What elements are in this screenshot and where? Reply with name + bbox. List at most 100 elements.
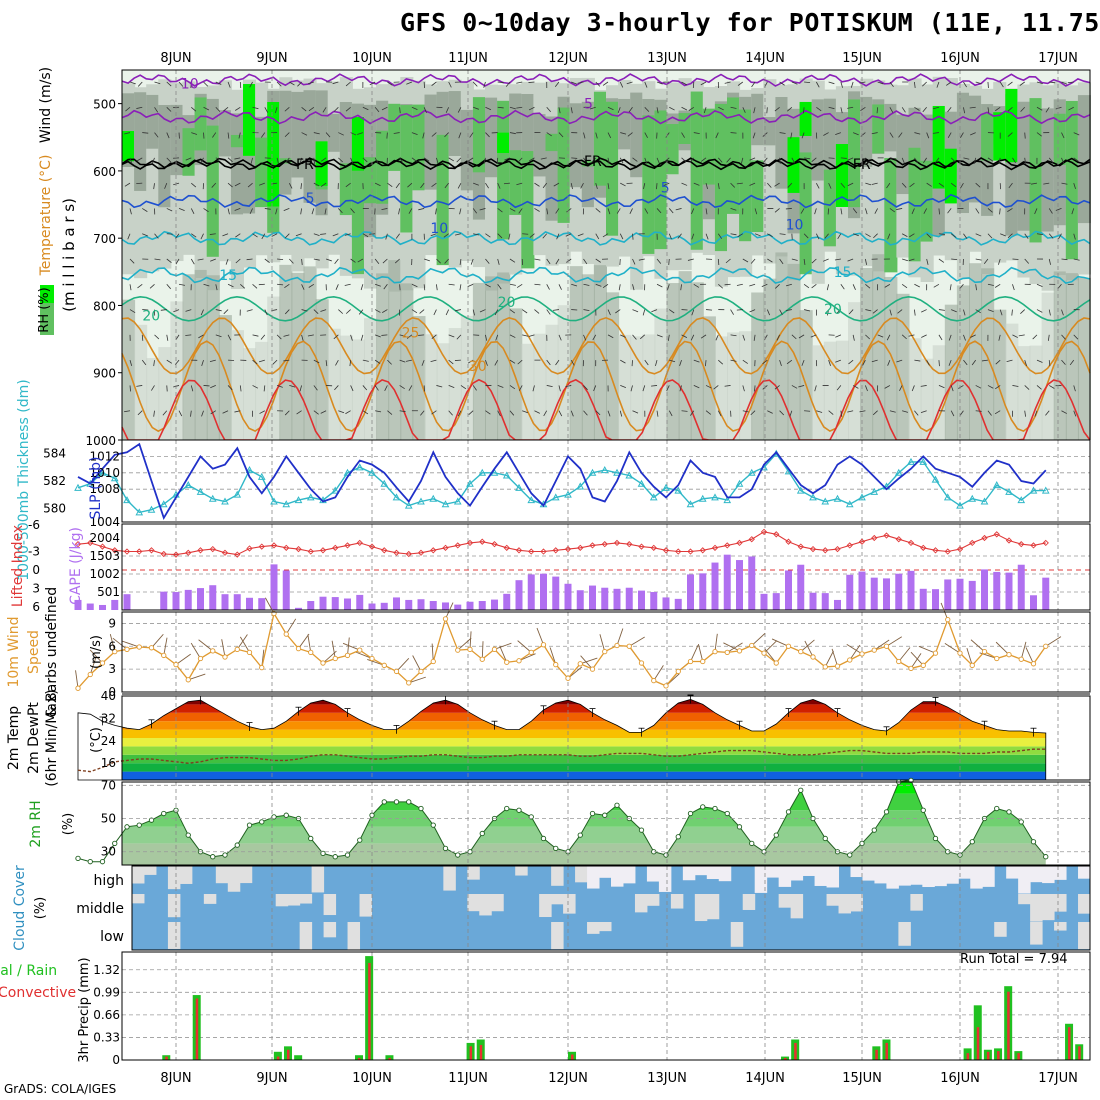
wind-barb [151,157,155,164]
wind-barb [669,106,675,111]
wind-barb [742,334,746,341]
thickness-marker [515,483,523,491]
wind-barb [430,359,437,363]
wind-barb [1006,359,1013,362]
li-marker [381,547,388,554]
cloud-gap [515,866,528,876]
wind-barb [497,258,500,265]
precip-conv-bar [885,1042,888,1060]
wind-barb [307,634,312,653]
wind-barb [865,208,868,215]
wind-barb [1030,182,1038,185]
rh-patch [642,115,656,254]
li-marker [834,545,841,553]
wind-barb [445,602,454,620]
wind-barb [998,334,1001,341]
wind-barb [908,258,915,262]
wind-barb [175,233,180,239]
cloud-gap [443,866,456,891]
wind-barb [289,81,295,86]
wind-barb [497,182,501,189]
wind-barb [284,410,290,416]
day-label-bottom: 16JUN [940,1071,980,1086]
wind-barb [950,410,955,417]
wind-barb [742,359,748,364]
contour-label: 5 [661,181,670,197]
rh-patch [981,113,995,161]
wind-barb [546,258,551,265]
cape-bar [821,593,829,610]
wind-barb [602,283,609,289]
wind-barb [166,157,172,163]
wind-barb [431,410,437,415]
wind-barb [914,410,919,416]
wind-barb [534,208,540,212]
rh-patch [1005,323,1019,440]
wind-barb [938,208,940,215]
wind-barb [826,284,830,291]
cloud-gap [622,866,636,884]
wind-barb [656,258,662,264]
rh-marker [883,809,890,815]
rh-patch [1017,101,1031,231]
wind-barb [987,107,990,114]
wind-barb [730,233,737,236]
rh-patch [835,340,849,440]
wind-barb [210,410,217,415]
wind-barb [360,284,364,291]
wind-barb [718,106,724,111]
cloud-gap [634,894,648,913]
wind-barb [786,359,793,365]
wind-barb [472,208,478,214]
thickness-marker [809,493,817,501]
wind-barb [190,208,195,214]
cape-bar [711,562,719,610]
precip-conv-bar [976,1027,980,1060]
cloud-gap [778,894,792,908]
wind-barb [948,359,952,366]
thickness-marker [613,468,621,476]
precip-conv-bar [571,1054,574,1060]
wind-barb [129,81,136,85]
wind-marker [1006,652,1012,658]
wind-barb [495,334,499,341]
wind-barb [909,233,915,238]
cape-tick-label: 1503 [89,549,120,563]
precip-tick-label: 1.32 [93,963,120,977]
li-marker [699,547,706,554]
wind-marker [1018,656,1024,662]
rh-marker [332,854,338,860]
wind-barb [850,81,854,88]
rh-patch [521,151,535,269]
wind-barb [914,81,916,89]
wind-barb [387,81,393,86]
rh-patch [981,268,995,440]
wind-barb [681,157,687,163]
wind-barb [884,385,891,389]
cape-bar [454,604,462,610]
wind-barb [632,284,635,291]
wind-barb [175,653,191,665]
thickness-marker [1005,487,1013,495]
rh-patch [146,94,160,149]
wind-barb [178,410,183,417]
wind-barb [583,385,588,391]
wind-barb [975,182,981,188]
wind-barb [284,132,290,138]
wind-barb [901,107,906,113]
wind-barb [940,602,949,620]
li-marker [430,547,437,554]
wind-barb [656,283,663,288]
rh-patch [206,275,220,440]
wind-barb [1012,334,1018,338]
wind-barb [444,258,449,264]
wind-barb [1018,334,1025,337]
day-axis: 8JUN8JUN9JUN9JUN10JUN10JUN11JUN11JUN12JU… [160,51,1077,1086]
wind-barb [938,309,945,311]
cloud-gap [467,866,480,880]
cape-tick-label: 2004 [89,531,120,545]
minmax-axis-label: (6hr Min/Max) [44,689,60,786]
rh-patch [896,114,910,195]
